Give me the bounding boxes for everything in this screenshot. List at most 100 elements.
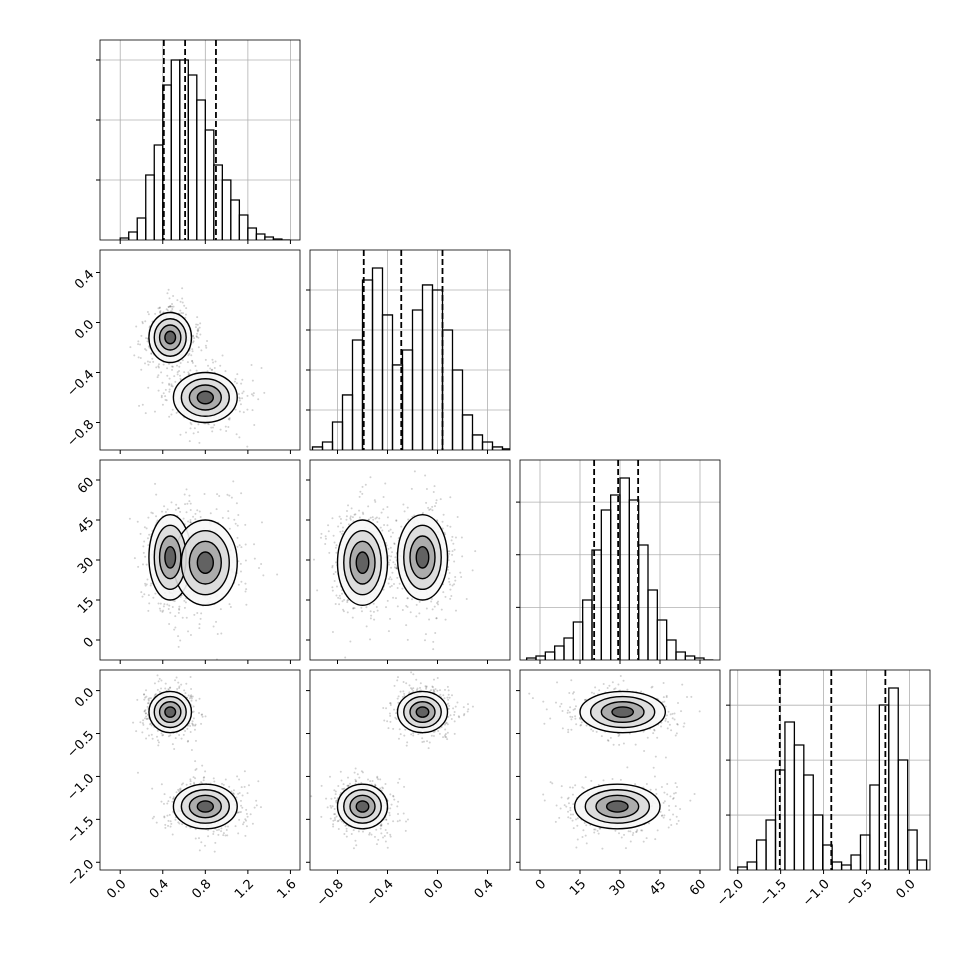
sample-point: [347, 523, 350, 526]
sample-point: [382, 707, 385, 710]
sample-point: [189, 676, 192, 679]
sample-point: [447, 689, 450, 692]
sample-point: [320, 815, 323, 818]
sample-point: [194, 777, 197, 780]
sample-point: [354, 513, 357, 516]
sample-point: [239, 403, 242, 406]
sample-point: [178, 685, 181, 688]
sample-point: [335, 801, 338, 804]
x-tick-label: 0.8: [189, 877, 214, 902]
sample-point: [341, 600, 344, 603]
sample-point: [244, 590, 247, 593]
sample-point: [456, 515, 459, 518]
sample-point: [348, 782, 351, 785]
sample-point: [337, 785, 340, 788]
sample-point: [334, 819, 337, 822]
sample-point: [385, 606, 388, 609]
sample-point: [238, 792, 241, 795]
sample-point: [234, 378, 237, 381]
sample-point: [673, 718, 676, 721]
sample-point: [142, 719, 145, 722]
sample-point: [405, 682, 408, 685]
sample-point: [572, 708, 575, 711]
sample-point: [419, 686, 422, 689]
sample-point: [198, 441, 201, 444]
sample-point: [246, 394, 249, 397]
sample-point: [162, 363, 165, 366]
sample-point: [191, 360, 194, 363]
sample-point: [402, 690, 405, 693]
sample-point: [172, 305, 175, 308]
sample-point: [194, 512, 197, 515]
sample-point: [405, 820, 408, 823]
sample-point: [246, 408, 249, 411]
sample-point: [444, 735, 447, 738]
sample-point: [188, 697, 191, 700]
sample-point: [221, 516, 224, 519]
sample-point: [141, 320, 144, 323]
sample-point: [427, 506, 430, 509]
sample-point: [244, 543, 247, 546]
sample-point: [188, 494, 191, 497]
sample-point: [662, 696, 665, 699]
sample-point: [169, 796, 172, 799]
sample-point: [207, 829, 210, 832]
sample-point: [431, 509, 434, 512]
sample-point: [374, 783, 377, 786]
sample-point: [222, 783, 225, 786]
sample-point: [238, 397, 241, 400]
sample-point: [408, 684, 411, 687]
sample-point: [362, 512, 365, 515]
sample-point: [433, 485, 436, 488]
sample-point: [395, 566, 398, 569]
sample-point: [339, 770, 342, 773]
hist-bar: [351, 339, 364, 450]
sample-point: [168, 388, 171, 391]
sample-point: [330, 806, 333, 809]
sample-point: [454, 536, 457, 539]
sample-point: [210, 368, 213, 371]
sample-point: [331, 805, 334, 808]
y-tick-label: −2.0: [64, 857, 97, 890]
sample-point: [240, 382, 243, 385]
panel: [132, 674, 262, 853]
sample-point: [453, 713, 456, 716]
sample-point: [157, 366, 160, 369]
sample-point: [176, 364, 179, 367]
sample-point: [396, 805, 399, 808]
sample-point: [341, 787, 344, 790]
sample-point: [423, 740, 426, 743]
panel: [310, 250, 510, 450]
sample-point: [245, 812, 248, 815]
density-contour: [415, 545, 430, 569]
sample-point: [168, 383, 171, 386]
sample-point: [171, 365, 174, 368]
sample-point: [402, 812, 405, 815]
sample-point: [145, 527, 148, 530]
sample-point: [454, 576, 457, 579]
sample-point: [191, 722, 194, 725]
sample-point: [196, 329, 199, 332]
sample-point: [358, 509, 361, 512]
sample-point: [147, 609, 150, 612]
sample-point: [143, 540, 146, 543]
sample-point: [454, 609, 457, 612]
sample-point: [252, 392, 255, 395]
sample-point: [675, 732, 678, 735]
sample-point: [240, 546, 243, 549]
sample-point: [396, 697, 399, 700]
sample-point: [174, 615, 177, 618]
sample-point: [189, 508, 192, 511]
sample-point: [394, 716, 397, 719]
sample-point: [401, 587, 404, 590]
sample-point: [459, 571, 462, 574]
sample-point: [185, 783, 188, 786]
sample-point: [406, 606, 409, 609]
sample-point: [393, 542, 396, 545]
sample-point: [423, 668, 425, 670]
sample-point: [389, 546, 392, 549]
sample-point: [236, 536, 239, 539]
sample-point: [260, 563, 263, 566]
sample-point: [435, 617, 438, 620]
sample-point: [198, 849, 201, 852]
